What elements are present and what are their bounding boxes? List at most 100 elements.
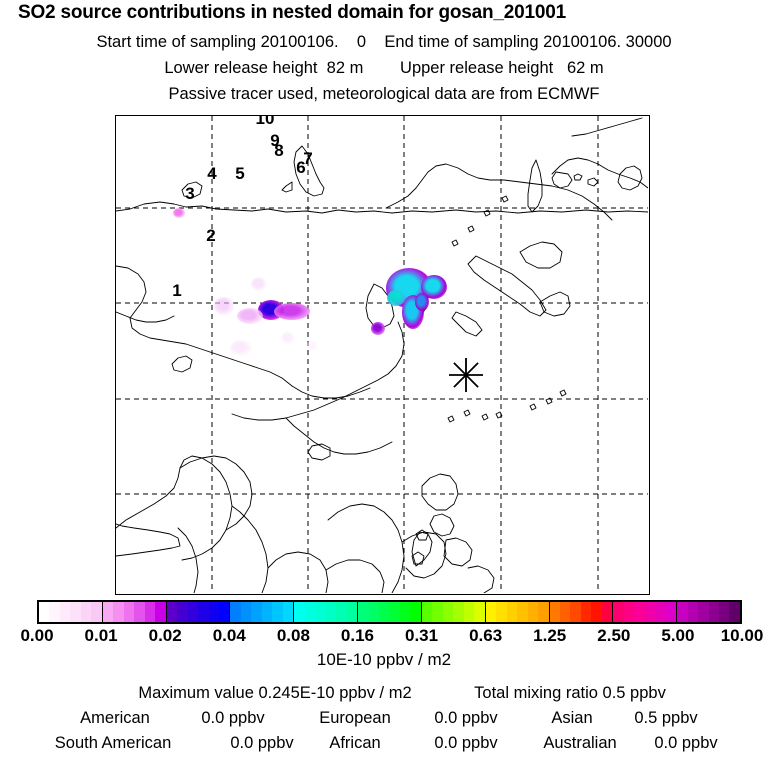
- summary-cell-2-2: African: [329, 734, 381, 752]
- colorbar-segment-5[interactable]: [358, 602, 422, 622]
- trajectory-number-labels: 1 2 34 5 67 89 10: [172, 116, 312, 300]
- colorbar-band-5-3: [389, 602, 400, 622]
- colorbar-segment-2[interactable]: [166, 602, 231, 622]
- colorbar-band-10-0: [677, 602, 688, 622]
- colorbar-tick-11: 10.00: [720, 626, 764, 645]
- colorbar-band-1-1: [113, 602, 124, 622]
- colorbar-band-3-5: [282, 602, 294, 622]
- colorbar-band-1-2: [123, 602, 135, 622]
- colorbar-tick-2: 0.02: [148, 626, 182, 645]
- colorbar-band-6-5: [474, 602, 485, 622]
- colorbar-tick-3: 0.04: [212, 626, 246, 645]
- colorbar-band-7-1: [496, 602, 507, 622]
- trajectory-label-7: 7: [303, 149, 312, 168]
- colorbar-band-5-2: [379, 602, 390, 622]
- colorbar-band-10-5: [729, 602, 740, 622]
- tracer-meteo-line: Passive tracer used, meteorological data…: [168, 85, 600, 103]
- colorbar-tick-9: 2.50: [597, 626, 631, 645]
- colorbar-band-4-2: [315, 602, 326, 622]
- colorbar-band-7-2: [506, 602, 518, 622]
- page-title: SO2 source contributions in nested domai…: [18, 2, 566, 23]
- colorbar-band-4-1: [304, 602, 316, 622]
- trajectory-label-1: 1: [172, 281, 181, 300]
- colorbar-band-8-0: [549, 602, 560, 622]
- colorbar-band-6-3: [453, 602, 464, 622]
- colorbar-band-7-3: [517, 602, 528, 622]
- summary-cell-1-3: 0.0 ppbv: [434, 709, 498, 727]
- summary-cell-1-2: European: [319, 709, 391, 727]
- summary-row-1: American 0.0 ppbv European 0.0 ppbv Asian 0.5…: [0, 709, 768, 731]
- colorbar-band-4-0: [294, 602, 305, 622]
- trajectory-label-8: 8: [274, 141, 283, 160]
- summary-cell-1-1: 0.0 ppbv: [201, 709, 265, 727]
- trajectory-label-9: 9: [270, 131, 279, 150]
- colorbar-band-1-3: [134, 602, 145, 622]
- trajectory-label-2: 2: [206, 226, 215, 245]
- colorbar-tick-6: 0.31: [404, 626, 439, 645]
- colorbar-segment-8[interactable]: [549, 602, 614, 622]
- colorbar-band-6-0: [421, 602, 433, 622]
- colorbar-band-8-2: [570, 602, 581, 622]
- colorbar-band-2-4: [208, 602, 219, 622]
- release-site-star-marker: [449, 358, 483, 392]
- colorbar-band-2-3: [198, 602, 209, 622]
- colorbar-band-1-5: [155, 602, 166, 622]
- trajectory-label-10: 10: [256, 116, 275, 128]
- summary-cell-0-1: Total mixing ratio 0.5 ppbv: [474, 684, 666, 702]
- colorbar-band-2-0: [166, 602, 178, 622]
- colorbar-tick-1: 0.01: [84, 626, 118, 645]
- summary-cell-2-1: 0.0 ppbv: [230, 734, 294, 752]
- colorbar-band-10-3: [708, 602, 719, 622]
- colorbar-segment-7[interactable]: [485, 602, 550, 622]
- summary-row-2: South American 0.0 ppbv African 0.0 ppbv Aus…: [0, 734, 768, 756]
- colorbar-band-0-1: [49, 602, 60, 622]
- colorbar-band-0-5: [91, 602, 102, 622]
- colorbar-segment-6[interactable]: [421, 602, 486, 622]
- trajectory-label-3: 3: [185, 184, 194, 203]
- colorbar-tick-7: 0.63: [469, 626, 503, 645]
- map-canvas: 1 2 34 5 67 89 10: [116, 116, 648, 593]
- colorbar-band-8-5: [601, 602, 613, 622]
- colorbar-band-4-3: [325, 602, 337, 622]
- colorbar-band-1-0: [102, 602, 114, 622]
- colorbar-segment-4[interactable]: [294, 602, 359, 622]
- colorbar-band-6-1: [432, 602, 443, 622]
- coastline-outlines: [116, 117, 648, 593]
- map-panel[interactable]: 1 2 3 4 5 6 7 8 9 10: [115, 115, 650, 595]
- colorbar-band-7-0: [485, 602, 497, 622]
- release-height-line: Lower release height 82 m Upper release …: [164, 59, 604, 77]
- summary-cell-2-5: 0.0 ppbv: [654, 734, 718, 752]
- colorbar-segment-0[interactable]: [39, 602, 103, 622]
- summary-cell-1-4: Asian: [551, 709, 593, 727]
- colorbar-band-5-4: [399, 602, 411, 622]
- colorbar-band-8-4: [591, 602, 602, 622]
- summary-cell-1-0: American: [80, 709, 150, 727]
- colorbar-band-8-3: [580, 602, 592, 622]
- colorbar-tick-5: 0.16: [340, 626, 374, 645]
- colorbar-band-1-4: [144, 602, 156, 622]
- sampling-time-line: Start time of sampling 20100106. 0 End t…: [96, 33, 672, 51]
- colorbar-band-10-1: [687, 602, 699, 622]
- summary-row-0: Maximum value 0.245E-10 ppbv / m2 Total m…: [0, 684, 768, 706]
- colorbar-band-9-3: [644, 602, 656, 622]
- colorbar-band-3-2: [251, 602, 262, 622]
- colorbar-band-5-1: [368, 602, 379, 622]
- colorbar-band-3-3: [261, 602, 273, 622]
- colorbar-segment-9[interactable]: [613, 602, 678, 622]
- colorbar[interactable]: [37, 600, 742, 624]
- summary-cell-1-5: 0.5 ppbv: [634, 709, 698, 727]
- summary-cell-2-0: South American: [54, 734, 172, 752]
- colorbar-band-2-2: [187, 602, 199, 622]
- colorbar-segment-1[interactable]: [102, 602, 167, 622]
- colorbar-band-10-2: [698, 602, 709, 622]
- colorbar-band-9-0: [613, 602, 624, 622]
- colorbar-band-8-1: [559, 602, 571, 622]
- colorbar-tick-0: 0.00: [20, 626, 54, 645]
- trajectory-label-4: 4: [207, 164, 217, 183]
- colorbar-band-6-2: [442, 602, 454, 622]
- colorbar-band-9-5: [665, 602, 677, 622]
- colorbar-band-9-2: [634, 602, 645, 622]
- colorbar-band-2-1: [177, 602, 188, 622]
- colorbar-segment-3[interactable]: [230, 602, 295, 622]
- colorbar-segment-10[interactable]: [677, 602, 740, 622]
